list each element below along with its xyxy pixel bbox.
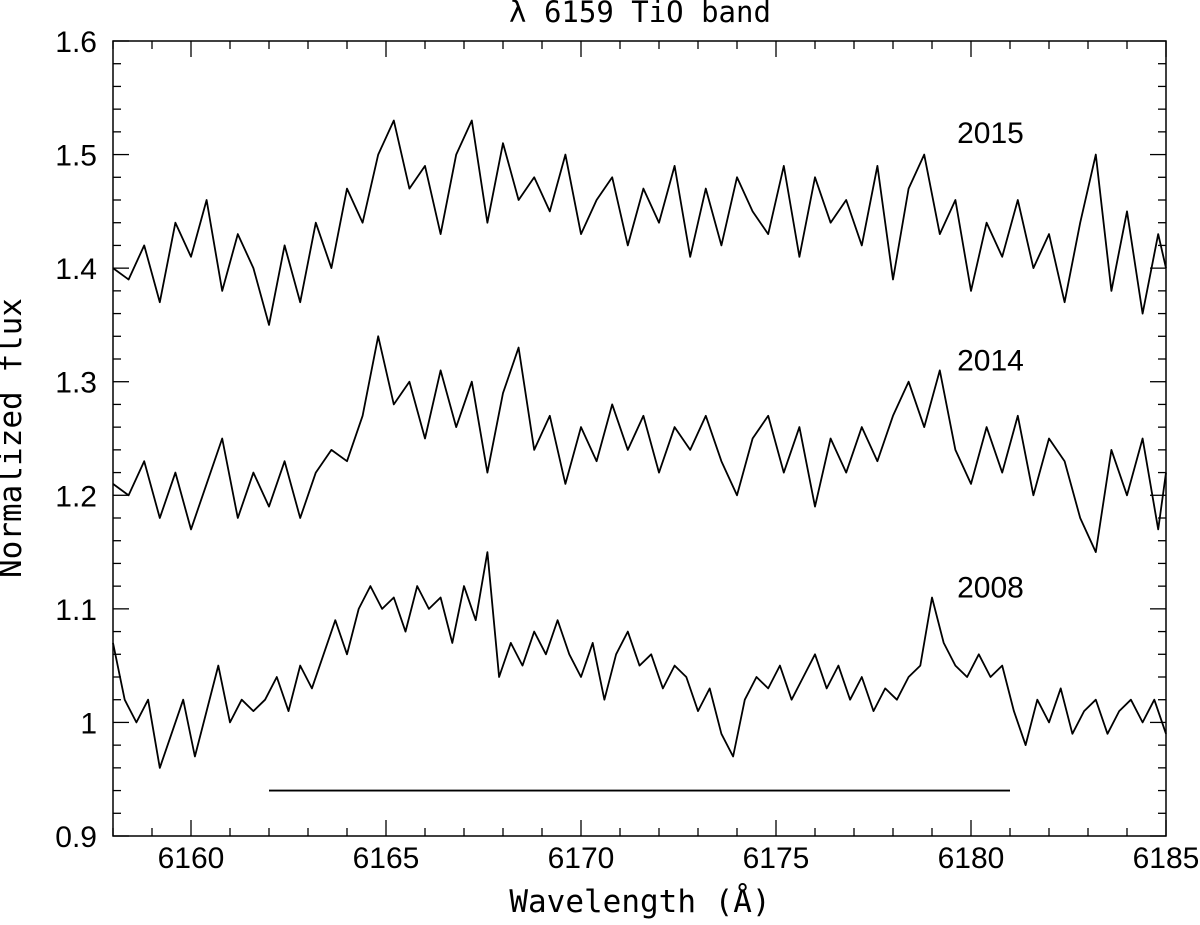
- plot-frame: [112, 40, 1167, 837]
- y-tick-label: 1.5: [55, 140, 97, 173]
- y-tick-label: 1.3: [55, 367, 97, 400]
- x-tick-label: 6170: [548, 842, 615, 875]
- y-tick-label: 1: [80, 707, 97, 740]
- y-tick-label: 1.6: [55, 26, 97, 59]
- series-group: 2015 2014 2008: [112, 117, 1167, 769]
- axis-ticks: [112, 40, 1167, 837]
- x-tick-label: 6175: [743, 842, 810, 875]
- y-tick-label: 1.2: [55, 480, 97, 513]
- series-2015-line: [112, 119, 1167, 326]
- y-tick-label: 1.1: [55, 594, 97, 627]
- series-2008-line: [112, 551, 1167, 769]
- y-tick-label: 0.9: [55, 821, 97, 854]
- x-tick-label: 6180: [938, 842, 1005, 875]
- series-2014-label: 2014: [957, 344, 1024, 377]
- y-tick-label: 1.4: [55, 253, 97, 286]
- x-axis-title: Wavelength (Å): [509, 884, 770, 920]
- x-tick-label: 6165: [353, 842, 420, 875]
- axis-tick-labels: 6160 6165 6170 6175 6180 6185 0.9 1 1.1 1.2 1.3 1.4…: [55, 26, 1199, 875]
- y-axis-title: Normalized flux: [0, 298, 29, 578]
- x-tick-label: 6160: [158, 842, 225, 875]
- series-2015-label: 2015: [957, 117, 1024, 150]
- x-tick-label: 6185: [1133, 842, 1200, 875]
- chart-title: λ 6159 TiO band: [509, 0, 771, 29]
- series-2008-label: 2008: [957, 572, 1024, 605]
- series-2014-line: [112, 335, 1167, 553]
